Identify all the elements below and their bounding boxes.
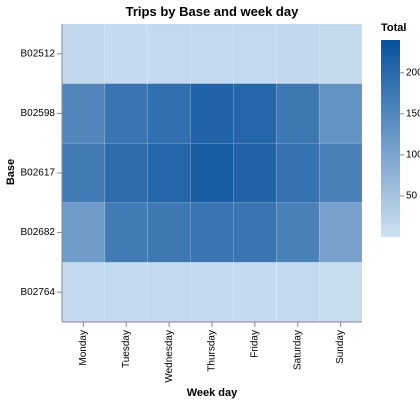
heatmap-cell: [276, 83, 320, 144]
heatmap-cell: [190, 262, 234, 323]
heatmap-cell: [147, 83, 191, 144]
heatmap-cell: [147, 262, 191, 323]
y-tick-label: B02512: [21, 48, 56, 59]
x-tick-label: Friday: [249, 330, 260, 358]
heatmap-cell: [147, 202, 191, 263]
x-axis-title: Week day: [187, 387, 238, 399]
heatmap-cell: [190, 83, 234, 144]
heatmap-cell: [61, 262, 106, 323]
heatmap-cells: [61, 23, 363, 323]
heatmap-cell: [233, 23, 277, 84]
heatmap-cell: [318, 83, 363, 144]
y-tick-label: B02598: [21, 108, 56, 119]
heatmap-cell: [233, 142, 277, 204]
x-tick-label: Wednesday: [164, 330, 175, 383]
heatmap-cell: [318, 262, 363, 323]
y-tick-label: B02617: [21, 168, 56, 179]
heatmap-cell: [276, 23, 320, 84]
y-tick-label: B02682: [21, 227, 56, 238]
heatmap-cell: [233, 262, 277, 323]
legend-title: Total: [381, 22, 406, 34]
color-legend: Total 50 100 150 200: [381, 22, 420, 237]
y-tick-label: B02764: [21, 287, 56, 298]
legend-tick-label: 100: [406, 150, 420, 161]
heatmap-cell: [61, 83, 106, 144]
legend-ticks: 50 100 150 200: [400, 67, 420, 202]
x-tick-label: Tuesday: [121, 330, 132, 368]
legend-gradient-bar: [381, 40, 400, 237]
heatmap-cell: [61, 202, 106, 263]
chart-title: Trips by Base and week day: [126, 4, 299, 19]
x-tick-label: Monday: [78, 330, 89, 366]
heatmap-cell: [276, 202, 320, 263]
heatmap-cell: [276, 142, 320, 204]
legend-tick-label: 50: [406, 191, 418, 202]
heatmap-cell: [61, 23, 106, 84]
legend-tick-label: 150: [406, 109, 420, 120]
heatmap-cell: [318, 23, 363, 84]
heatmap-cell: [104, 262, 148, 323]
heatmap-cell: [147, 23, 191, 84]
heatmap-cell: [61, 142, 106, 204]
x-tick-label: Saturday: [292, 330, 303, 370]
heatmap-cell: [190, 142, 234, 204]
heatmap-cell: [318, 202, 363, 263]
heatmap-cell: [147, 142, 191, 204]
heatmap-cell: [233, 202, 277, 263]
y-axis-title: Base: [5, 159, 17, 185]
x-axis: Monday Tuesday Wednesday Thursday Friday Satu…: [62, 321, 362, 383]
legend-tick-label: 200: [406, 67, 420, 78]
heatmap-cell: [104, 23, 148, 84]
heatmap-cell: [190, 202, 234, 263]
heatmap-cell: [104, 142, 148, 204]
heatmap-cell: [104, 83, 148, 144]
x-tick-label: Thursday: [207, 330, 218, 372]
heatmap-cell: [318, 142, 363, 204]
x-tick-label: Sunday: [335, 330, 346, 364]
heatmap-cell: [104, 202, 148, 263]
y-axis: B02512 B02598 B02617 B02682 B02764: [21, 24, 63, 322]
heatmap-cell: [276, 262, 320, 323]
heatmap-cell: [233, 83, 277, 144]
heatmap-cell: [190, 23, 234, 84]
